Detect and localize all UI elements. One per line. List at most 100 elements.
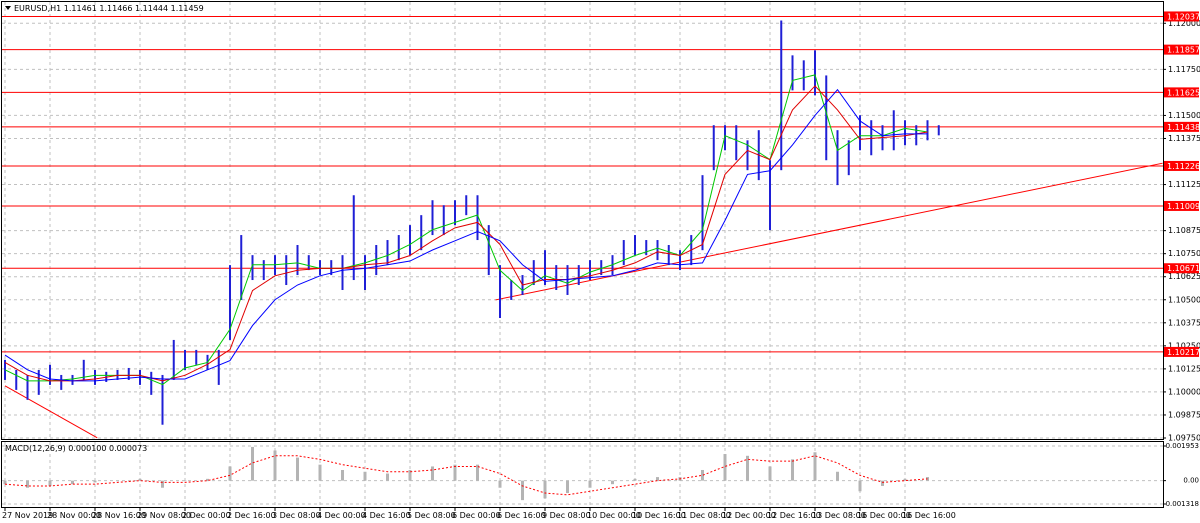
- level-tag: [1164, 160, 1199, 171]
- price-bar: [892, 110, 895, 151]
- price-bar: [161, 374, 164, 425]
- macd-histogram-bar: [701, 469, 704, 481]
- level-tag-label: 1.12037: [1167, 12, 1200, 21]
- y-tick-label: 1.10000: [1168, 387, 1200, 396]
- macd-histogram-bar: [453, 464, 457, 481]
- macd-title: MACD(12,26,9) 0.000100 0.000073: [5, 444, 147, 453]
- level-tag-label: 1.11857: [1167, 46, 1200, 55]
- price-bar: [285, 255, 288, 286]
- price-bar: [634, 235, 636, 256]
- price-bar: [296, 245, 299, 276]
- y-tick-label: 1.11500: [1168, 111, 1200, 120]
- x-tick-label: 6 Dec 16:00: [497, 511, 546, 520]
- macd-histogram-bar: [543, 480, 547, 499]
- price-bar: [791, 55, 794, 91]
- macd-histogram-bar: [723, 454, 727, 481]
- level-tag: [1164, 121, 1199, 132]
- macd-histogram-bar: [926, 477, 929, 481]
- macd-histogram-bar: [71, 480, 74, 485]
- x-tick-label: 16 Dec 00:00: [857, 511, 911, 520]
- price-bar: [307, 255, 310, 271]
- macd-histogram-bar: [363, 471, 367, 481]
- level-tag: [1164, 11, 1199, 22]
- price-bar: [701, 175, 704, 251]
- price-bar: [487, 225, 490, 276]
- x-tick-label: 2 Dec 16:00: [227, 511, 276, 520]
- price-bar: [544, 250, 546, 286]
- price-bar: [510, 280, 513, 300]
- macd-histogram-bar: [588, 480, 592, 488]
- macd-histogram-bar: [138, 478, 142, 481]
- macd-histogram-bar: [161, 480, 164, 488]
- x-tick-label: 10 Dec 16:00: [632, 511, 686, 520]
- macd-histogram-bar: [273, 450, 277, 481]
- price-bar: [814, 50, 816, 96]
- price-bar: [49, 364, 51, 385]
- price-bar: [600, 260, 603, 276]
- macd-histogram-bar: [93, 480, 97, 483]
- price-bar: [94, 369, 96, 385]
- price-bar: [26, 374, 29, 400]
- price-bar: [802, 60, 805, 91]
- x-tick-label: 29 Nov 08:00: [137, 511, 191, 520]
- x-tick-label: 13 Dec 08:00: [812, 511, 866, 520]
- y-tick-label: 1.11125: [1168, 180, 1200, 189]
- price-bar: [352, 195, 355, 281]
- price-bar: [60, 374, 63, 390]
- macd-histogram-bar: [48, 480, 52, 486]
- y-tick-label: 1.10125: [1168, 364, 1200, 373]
- y-tick-label: 1.10875: [1168, 226, 1200, 235]
- x-tick-label: 28 Nov 00:00: [47, 511, 101, 520]
- price-bar: [712, 125, 715, 171]
- macd-histogram-bar: [903, 478, 907, 481]
- macd-histogram-bar: [768, 466, 772, 481]
- price-bar: [37, 369, 40, 395]
- macd-histogram-bar: [498, 480, 502, 488]
- price-bar: [859, 115, 861, 151]
- y-tick-label: -0.001318: [1163, 500, 1199, 508]
- price-bar: [195, 349, 198, 365]
- price-bar: [409, 225, 411, 256]
- macd-histogram-bar: [341, 469, 344, 481]
- x-tick-label: 5 Dec 08:00: [407, 511, 456, 520]
- x-tick-label: 9 Dec 08:00: [542, 511, 591, 520]
- price-bar: [825, 75, 828, 161]
- price-bar: [431, 200, 434, 236]
- price-bar: [71, 374, 74, 385]
- price-bar: [251, 255, 254, 281]
- moving-average: [4, 85, 928, 382]
- macd-histogram-bar: [813, 452, 817, 481]
- level-tag: [1164, 346, 1199, 357]
- level-tag-label: 1.11226: [1167, 162, 1200, 171]
- moving-average: [4, 88, 928, 382]
- macd-histogram-bar: [858, 480, 862, 492]
- macd-histogram-bar: [791, 459, 794, 481]
- macd-histogram-bar: [476, 464, 479, 481]
- level-tag-label: 1.11009: [1167, 202, 1200, 211]
- level-tag-label: 1.11438: [1167, 123, 1200, 132]
- macd-histogram-bar: [633, 478, 637, 481]
- macd-histogram-bar: [656, 477, 659, 481]
- macd-histogram-bar: [836, 471, 839, 481]
- price-bar: [499, 265, 501, 319]
- price-bar: [465, 195, 468, 216]
- macd-histogram-bar: [881, 480, 884, 486]
- symbol-menu-icon[interactable]: [5, 6, 11, 10]
- price-bar: [915, 125, 918, 146]
- price-bar: [847, 140, 850, 176]
- price-bar: [937, 125, 940, 136]
- price-bar: [262, 260, 265, 281]
- price-bar: [476, 195, 479, 241]
- price-bar: [645, 240, 648, 256]
- macd-histogram-bar: [386, 473, 389, 481]
- price-bar: [926, 120, 929, 141]
- macd-histogram-bar: [431, 466, 434, 481]
- macd-histogram-bar: [611, 480, 614, 485]
- price-bar: [735, 125, 738, 161]
- macd-histogram-bar: [116, 480, 119, 482]
- y-tick-label: 1.09875: [1168, 410, 1200, 419]
- x-tick-label: 27 Nov 2019: [2, 511, 53, 520]
- macd-histogram-bar: [318, 464, 322, 481]
- level-tag-label: 1.10671: [1167, 264, 1200, 273]
